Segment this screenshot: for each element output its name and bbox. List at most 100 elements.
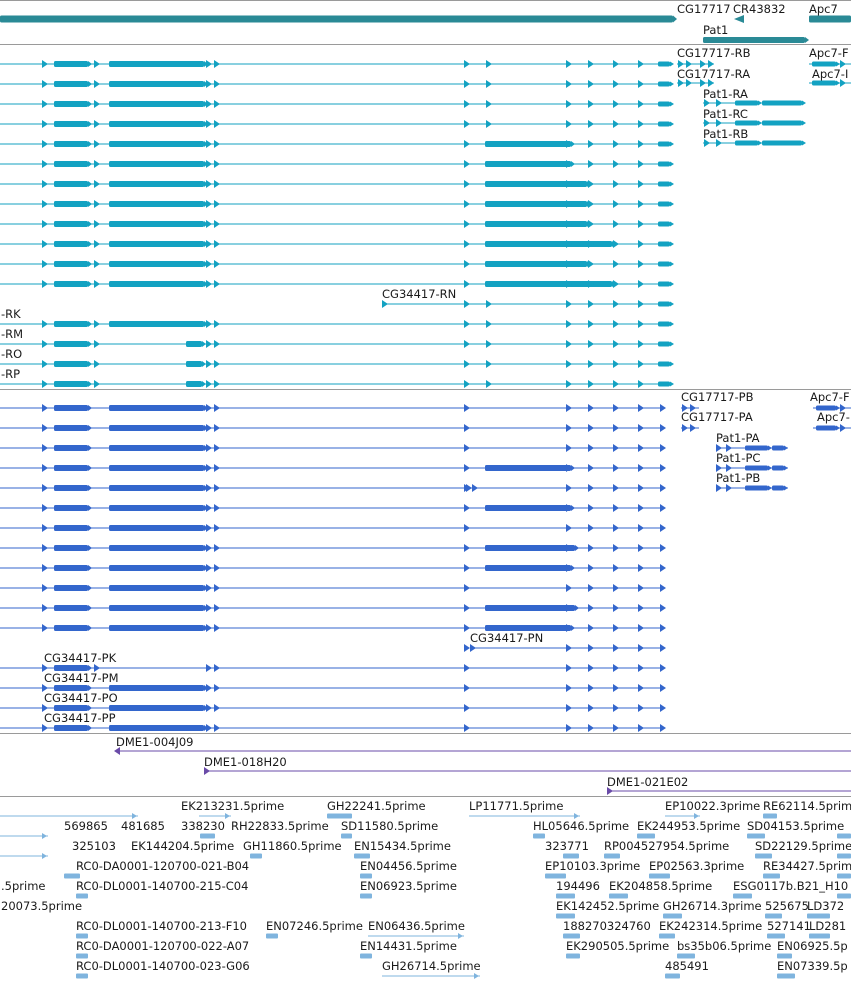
exon-marker: [660, 724, 666, 732]
est-label[interactable]: 20073.5prime: [1, 899, 82, 913]
est-label[interactable]: EK204858.5prime: [609, 879, 712, 893]
transcript-label-ro[interactable]: -RO: [1, 347, 22, 361]
transcript-label-pat1-ra[interactable]: Pat1-RA: [703, 87, 748, 101]
est-label[interactable]: RH22833.5prime: [231, 819, 329, 833]
protein-label-pat1-pb[interactable]: Pat1-PB: [716, 471, 760, 485]
est-label[interactable]: RE34427.5prime: [763, 859, 851, 873]
gene-label-apc7[interactable]: Apc7: [809, 2, 838, 16]
est-label[interactable]: 485491: [665, 959, 709, 973]
est-label[interactable]: EN06923.5prime: [360, 879, 457, 893]
est-label[interactable]: EP10103.3prime: [545, 859, 640, 873]
est-label[interactable]: SD04153.5prime: [747, 819, 844, 833]
est-label[interactable]: SD11580.5prime: [341, 819, 438, 833]
transcript-label-cg17717-rb[interactable]: CG17717-RB: [677, 46, 751, 60]
est-label[interactable]: 338230: [181, 819, 225, 833]
exon-marker: [588, 380, 594, 388]
exon-marker: [566, 60, 572, 68]
clone-label-dme1-018h20[interactable]: DME1-018H20: [204, 755, 287, 769]
est-label[interactable]: GH26714.3prime: [663, 899, 762, 913]
est-label[interactable]: 323771: [545, 839, 589, 853]
transcript-label-apc7-f[interactable]: Apc7-F: [809, 46, 849, 60]
est-label[interactable]: LD281: [809, 919, 846, 933]
exon-marker: [566, 280, 572, 288]
protein-label-apc7[interactable]: Apc7-: [817, 410, 850, 424]
exon-marker: [588, 604, 594, 612]
transcript-label-pat1-rc[interactable]: Pat1-RC: [703, 107, 748, 121]
exon-marker: [206, 60, 212, 68]
transcript-label-rm[interactable]: -RM: [1, 327, 23, 341]
protein-label-apc7-f[interactable]: Apc7-F: [810, 390, 850, 404]
transcript-label-cg34417-rn[interactable]: CG34417-RN: [382, 287, 456, 301]
est-label[interactable]: EN06925.5p: [777, 939, 848, 953]
est-label[interactable]: EK144204.5prime: [131, 839, 234, 853]
transcript-label-pat1-rb[interactable]: Pat1-RB: [703, 127, 748, 141]
protein-label-pat1-pa[interactable]: Pat1-PA: [716, 431, 760, 445]
est-label[interactable]: ESG0117b.B21_H10: [733, 879, 848, 893]
est-label[interactable]: EN06436.5prime: [368, 919, 465, 933]
transcript-label-rp[interactable]: -RP: [1, 367, 20, 381]
est-label[interactable]: GH11860.5prime: [243, 839, 342, 853]
est-label[interactable]: LD372: [807, 899, 844, 913]
transcript-label-rk[interactable]: -RK: [1, 307, 21, 321]
est-label[interactable]: .5prime: [1, 879, 45, 893]
est-label[interactable]: bs35b06.5prime: [677, 939, 771, 953]
est-label[interactable]: LP11771.5prime: [469, 799, 563, 813]
est-label[interactable]: EP02563.3prime: [649, 859, 744, 873]
est-label[interactable]: 525675: [765, 899, 809, 913]
protein-label-cg34417-pp[interactable]: CG34417-PP: [44, 711, 116, 725]
est-label[interactable]: GH22241.5prime: [327, 799, 426, 813]
est-label[interactable]: 325103: [72, 839, 116, 853]
est-label[interactable]: EN04456.5prime: [360, 859, 457, 873]
est-label[interactable]: EK142452.5prime: [556, 899, 659, 913]
transcript-label-cg17717-ra[interactable]: CG17717-RA: [677, 67, 750, 81]
est-label[interactable]: EN07246.5prime: [266, 919, 363, 933]
est-label[interactable]: RP004527954.5prime: [604, 839, 729, 853]
est-label[interactable]: EK242314.5prime: [659, 919, 762, 933]
est-label[interactable]: RE62114.5prime: [763, 799, 851, 813]
est-label[interactable]: EP10022.3prime: [665, 799, 760, 813]
est-label[interactable]: 481685: [121, 819, 165, 833]
protein-label-cg34417-pn[interactable]: CG34417-PN: [470, 631, 543, 645]
exon-block: [54, 545, 88, 551]
est-label[interactable]: 527141: [767, 919, 811, 933]
est-label[interactable]: EK290505.5prime: [566, 939, 669, 953]
exon-arrow: [670, 281, 674, 287]
protein-label-cg17717-pb[interactable]: CG17717-PB: [681, 390, 754, 404]
clone-label-dme1-021e02[interactable]: DME1-021E02: [607, 775, 688, 789]
gene-label-cr43832[interactable]: CR43832: [733, 2, 786, 16]
est-label[interactable]: RC0-DA0001-120700-021-B04: [76, 859, 249, 873]
est-label[interactable]: 188270324760: [563, 919, 651, 933]
exon-marker: [206, 484, 212, 492]
transcript-label-apc7-i[interactable]: Apc7-I: [812, 67, 848, 81]
est-label[interactable]: GH26714.5prime: [382, 959, 481, 973]
est-label[interactable]: EK244953.5prime: [637, 819, 740, 833]
protein-label-cg17717-pa[interactable]: CG17717-PA: [681, 410, 753, 424]
est-label[interactable]: EN07339.5p: [777, 959, 848, 973]
est-label[interactable]: 569865: [64, 819, 108, 833]
est-block: [837, 853, 851, 859]
est-label[interactable]: RC0-DL0001-140700-215-C04: [76, 879, 248, 893]
exon-block: [745, 445, 768, 451]
est-label[interactable]: EN15434.5prime: [354, 839, 451, 853]
gene-label-pat1[interactable]: Pat1: [703, 23, 728, 37]
gene-label-cg17717[interactable]: CG17717: [677, 2, 731, 16]
exon-marker: [206, 684, 212, 692]
exon-marker: [588, 704, 594, 712]
est-label[interactable]: RC0-DL0001-140700-213-F10: [76, 919, 247, 933]
protein-label-cg34417-po[interactable]: CG34417-PO: [44, 691, 118, 705]
est-label[interactable]: EK213231.5prime: [181, 799, 284, 813]
est-label[interactable]: 194496: [556, 879, 600, 893]
exon-marker: [206, 524, 212, 532]
est-label[interactable]: SD22129.5prime: [755, 839, 851, 853]
protein-label-cg34417-pk[interactable]: CG34417-PK: [44, 651, 117, 665]
exon-marker: [464, 504, 470, 512]
est-label[interactable]: HL05646.5prime: [533, 819, 629, 833]
protein-label-pat1-pc[interactable]: Pat1-PC: [716, 451, 760, 465]
est-label[interactable]: EN14431.5prime: [360, 939, 457, 953]
exon-block: [54, 565, 88, 571]
est-label[interactable]: RC0-DL0001-140700-023-G06: [76, 959, 250, 973]
exon-marker: [464, 260, 470, 268]
protein-label-cg34417-pm[interactable]: CG34417-PM: [44, 671, 119, 685]
clone-label-dme1-004j09[interactable]: DME1-004J09: [116, 735, 194, 749]
est-label[interactable]: RC0-DA0001-120700-022-A07: [76, 939, 249, 953]
